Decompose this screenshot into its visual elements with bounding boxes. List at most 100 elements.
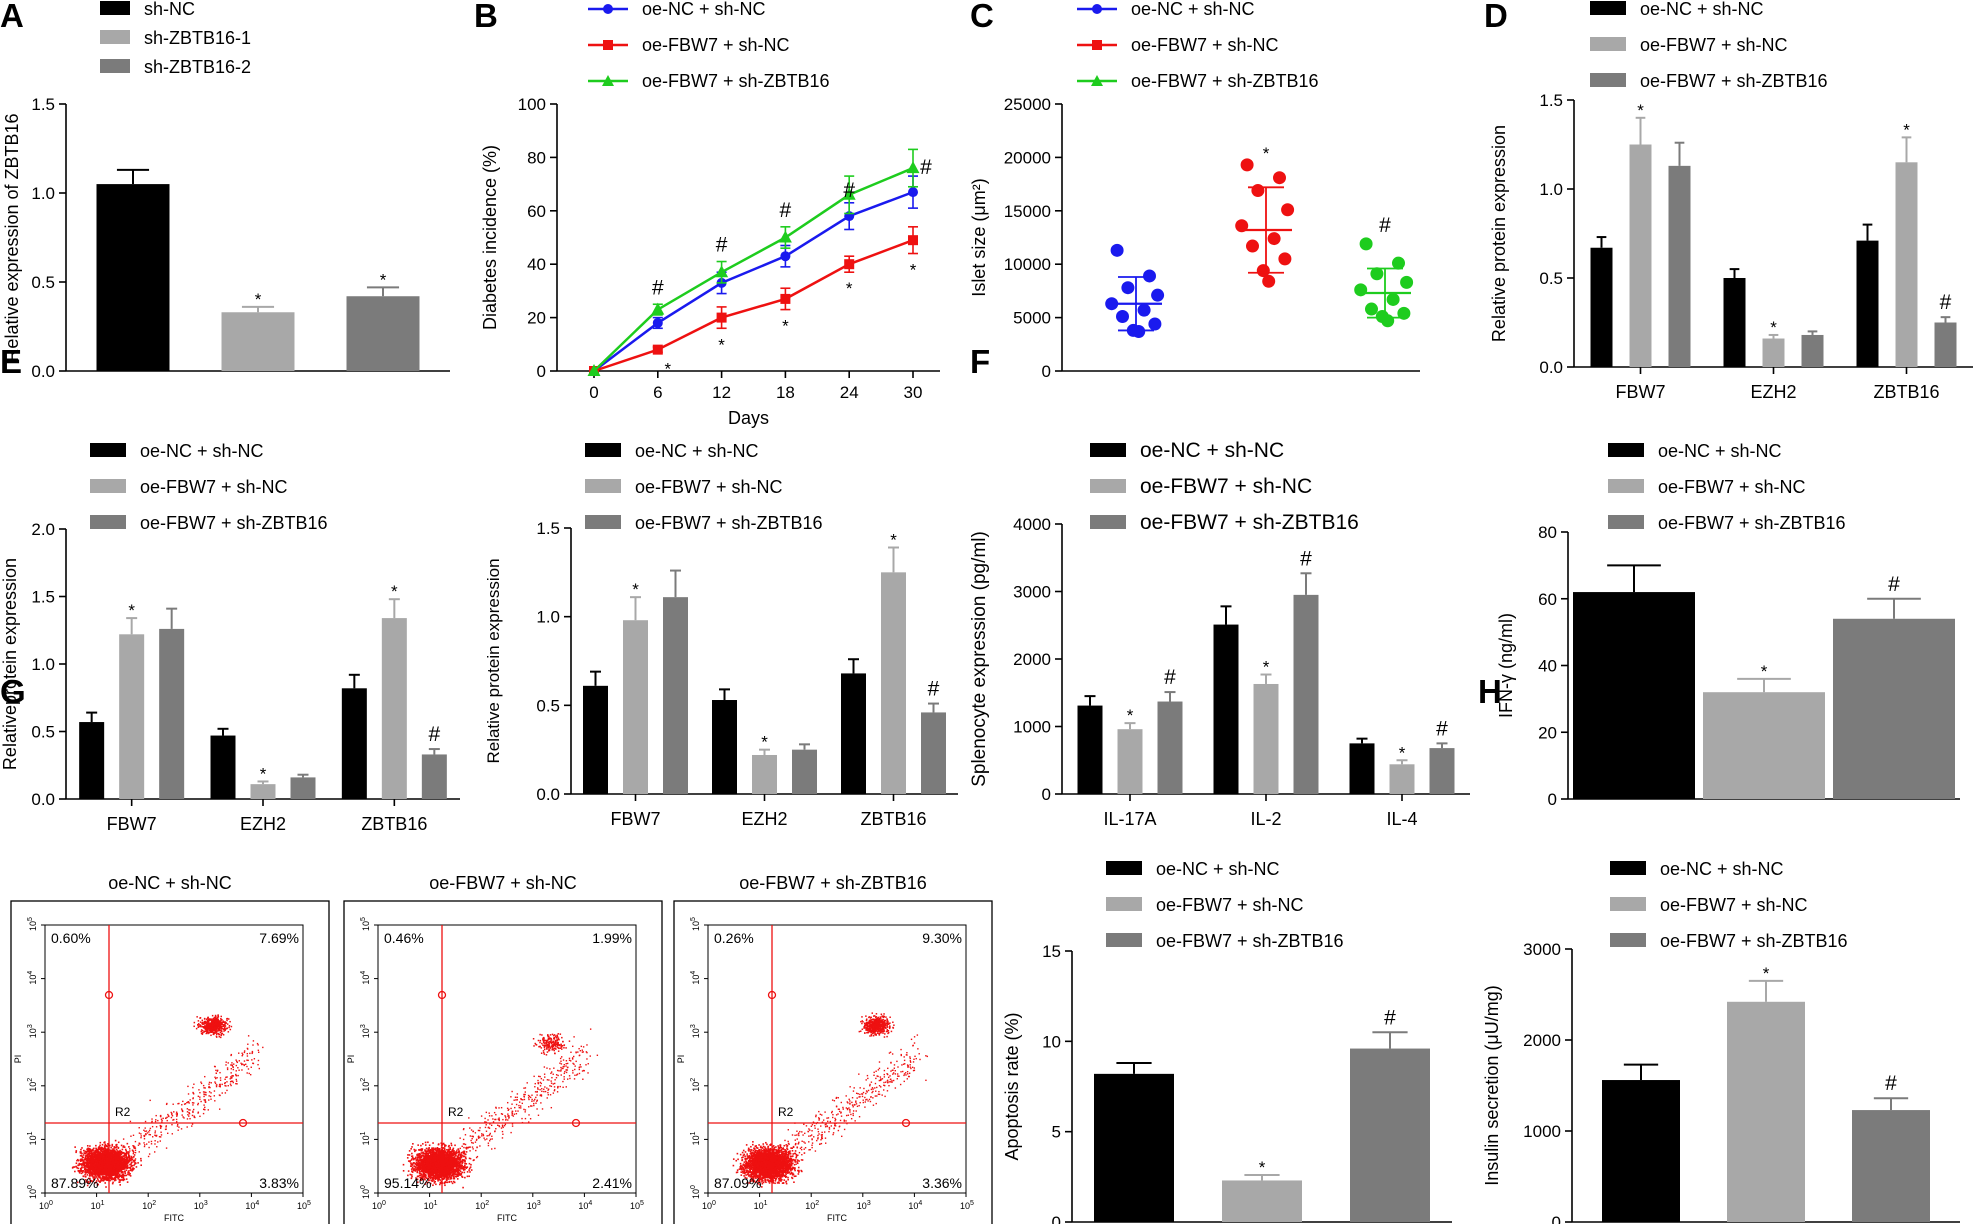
significance-mark: * [1763, 964, 1770, 983]
flow-dot [247, 1059, 249, 1062]
flow-dot [96, 1151, 98, 1154]
flow-dot [79, 1163, 82, 1166]
y-tick-label: 60 [527, 202, 546, 221]
flow-dot [207, 1018, 210, 1021]
flow-dot [138, 1142, 140, 1144]
flow-dot [218, 1024, 220, 1027]
flow-dot [202, 1091, 205, 1093]
bar [583, 685, 608, 794]
flow-dot [81, 1159, 84, 1161]
flow-dot [232, 1066, 234, 1068]
flow-dot [203, 1099, 205, 1101]
flow-dot [121, 1148, 124, 1151]
flow-dot [175, 1118, 178, 1121]
flow-dot [123, 1162, 126, 1164]
flow-dot [131, 1164, 134, 1167]
flow-dot [83, 1158, 86, 1161]
flow-dot [158, 1136, 161, 1138]
flow-dot [246, 1055, 249, 1057]
flow-dot [202, 1032, 204, 1034]
bar [1895, 162, 1918, 367]
flow-dot [192, 1086, 194, 1089]
y-tick-label: 1.5 [31, 588, 55, 607]
flow-dot [171, 1112, 173, 1115]
flow-dot [128, 1146, 130, 1148]
flow-dot [113, 1153, 115, 1156]
flow-dot [120, 1144, 123, 1147]
x-tick-label: ZBTB16 [1873, 382, 1939, 402]
flow-dot [140, 1164, 142, 1167]
significance-mark: # [1379, 214, 1391, 237]
flow-dot [184, 1103, 187, 1105]
flow-dot [105, 1157, 108, 1159]
flow-dot [75, 1165, 77, 1168]
flow-dot [205, 1094, 207, 1096]
flow-dot [186, 1126, 188, 1128]
y-tick-label: 1000 [1013, 718, 1051, 737]
flow-dot [211, 1018, 213, 1020]
flow-dot [110, 1153, 113, 1156]
flow-dot [197, 1023, 200, 1025]
flow-dot [120, 1167, 123, 1169]
flow-dot [466, 1175, 469, 1178]
flow-dot [116, 1164, 118, 1167]
flow-dot [86, 1148, 89, 1150]
flow-dot [204, 1099, 207, 1101]
flow-dot [101, 1147, 103, 1150]
flow-dot [124, 1154, 127, 1157]
flow-y-tick-label: 105 [27, 917, 38, 931]
flow-dot [209, 1030, 212, 1033]
flow-dot [410, 1168, 413, 1170]
flow-dot [117, 1169, 120, 1171]
flow-dot [206, 1020, 208, 1023]
flow-dot [211, 1031, 214, 1033]
flow-dot [210, 1098, 212, 1100]
flow-dot [134, 1159, 136, 1162]
flow-dot [114, 1178, 117, 1180]
flow-dot [100, 1149, 103, 1152]
flow-dot [145, 1130, 148, 1132]
flow-dot [210, 1092, 212, 1094]
flow-dot [80, 1160, 82, 1162]
flow-dot [251, 1052, 253, 1055]
flow-dot [109, 1174, 112, 1177]
data-point [1392, 256, 1405, 270]
flow-dot [88, 1154, 90, 1156]
flow-dot [161, 1121, 163, 1123]
flow-dot [150, 1140, 153, 1143]
flow-dot [117, 1166, 119, 1168]
flow-dot [204, 1030, 207, 1032]
flow-dot [214, 1032, 216, 1034]
flow-dot [87, 1157, 89, 1159]
flow-dot [237, 1074, 239, 1077]
flow-dot [100, 1180, 102, 1182]
data-point [1386, 292, 1400, 306]
data-point [1381, 314, 1395, 328]
flow-dot [82, 1163, 84, 1166]
data-point [1121, 281, 1135, 295]
flow-dot [100, 1177, 102, 1179]
significance-mark: # [928, 678, 940, 701]
flow-dot [124, 1170, 126, 1173]
flow-dot [83, 1162, 85, 1164]
flow-dot [445, 1151, 447, 1154]
y-tick-label: 1.5 [31, 95, 55, 114]
flow-dot [221, 1018, 223, 1021]
data-point [651, 302, 665, 315]
flow-dot [213, 1029, 215, 1031]
flow-dot [110, 1170, 113, 1172]
flow-dot [221, 1027, 224, 1030]
flow-dot [88, 1171, 91, 1174]
flow-dot [110, 1175, 113, 1178]
flow-dot [110, 1163, 113, 1166]
flow-dot [214, 1076, 216, 1078]
flow-dot [88, 1177, 90, 1180]
flow-dot [85, 1159, 88, 1161]
flow-dot [218, 1033, 221, 1036]
y-tick-label: 80 [527, 148, 546, 167]
legend-swatch [1610, 933, 1646, 947]
flow-dot [249, 1052, 251, 1055]
flow-dot [100, 1164, 102, 1166]
flow-dot [127, 1173, 129, 1176]
